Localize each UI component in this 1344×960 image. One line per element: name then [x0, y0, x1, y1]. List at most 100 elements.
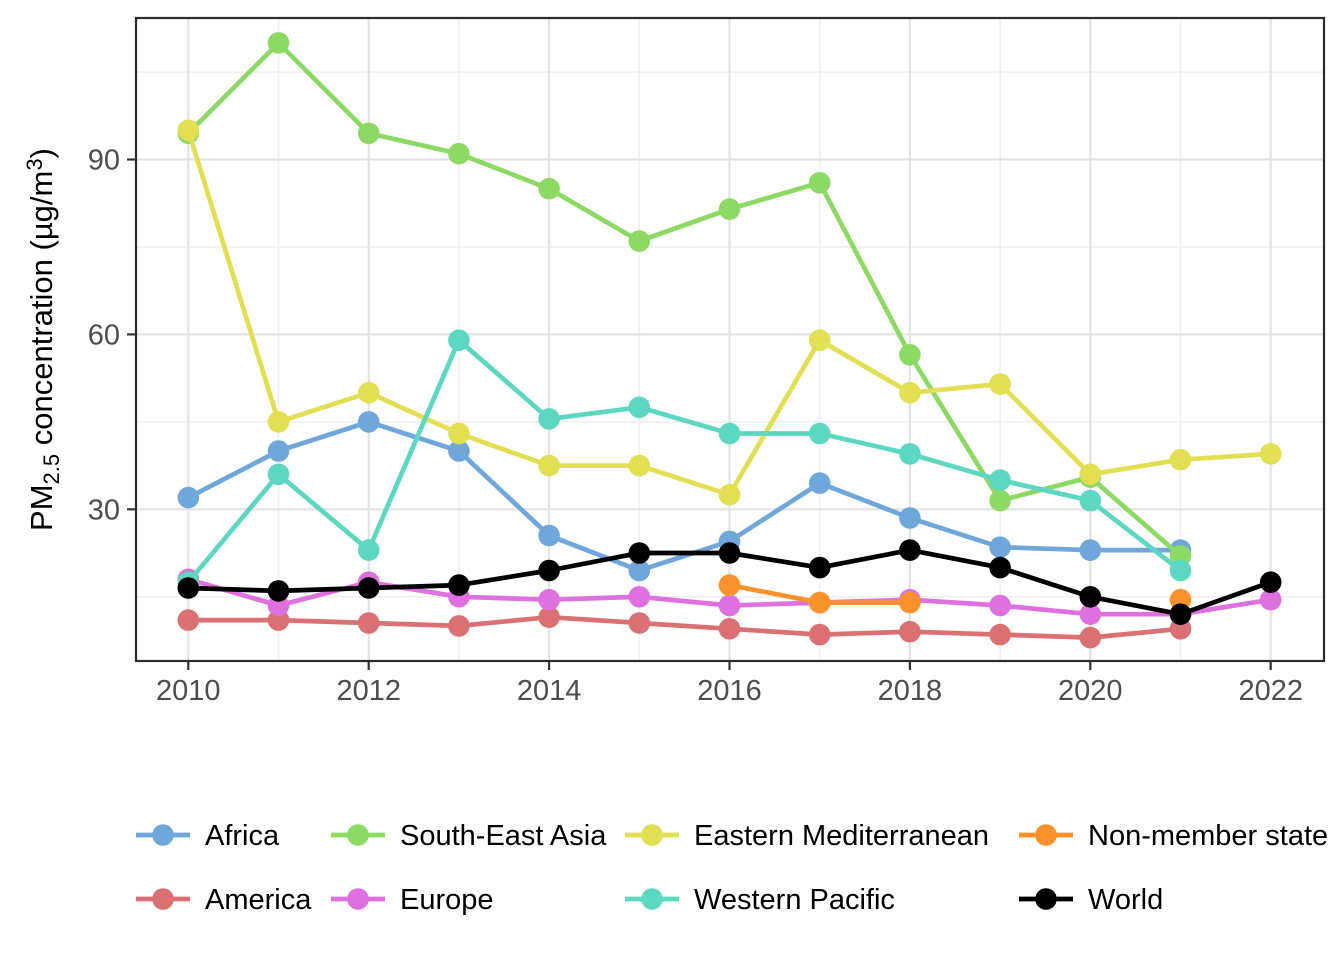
data-point-world-2018 [899, 539, 921, 561]
data-point-world-2016 [718, 542, 741, 564]
data-point-world-2020 [1079, 586, 1102, 608]
legend-label: South-East Asia [400, 820, 607, 852]
data-point-world-2012 [357, 577, 380, 599]
series-africa [177, 411, 1192, 582]
legend-item-africa: Africa [136, 820, 280, 852]
data-point-america-2019 [989, 623, 1011, 646]
data-point-eastern-mediterranean-2013 [448, 422, 470, 445]
data-point-eastern-mediterranean-2020 [1079, 463, 1102, 486]
data-point-america-2020 [1079, 626, 1102, 649]
data-point-europe-2016 [718, 594, 741, 617]
data-point-world-2017 [808, 556, 831, 579]
data-point-europe-2022 [1259, 588, 1282, 611]
data-point-western-pacific-2013 [448, 329, 470, 352]
legend-label: America [205, 884, 312, 916]
data-point-africa-2019 [989, 536, 1011, 558]
data-point-eastern-mediterranean-2010 [177, 119, 200, 142]
legend-item-europe: Europe [331, 884, 494, 916]
series-line-western-pacific [186, 337, 1182, 584]
data-point-america-2014 [538, 606, 560, 628]
data-point-western-pacific-2021 [1169, 559, 1192, 582]
data-point-south-east-asia-2015 [628, 230, 651, 252]
data-point-world-2010 [177, 577, 200, 599]
data-point-non-member-state-2017 [808, 591, 831, 614]
data-point-non-member-state-2018 [899, 591, 921, 614]
legend-key-dot [641, 824, 663, 846]
data-point-europe-2019 [989, 594, 1011, 617]
legend-key-dot [152, 824, 174, 846]
legend-key-dot [1035, 824, 1057, 846]
data-point-south-east-asia-2011 [267, 32, 290, 54]
series-line-africa [187, 419, 1181, 573]
data-point-western-pacific-2012 [357, 539, 380, 561]
legend-key-dot [1035, 888, 1057, 910]
data-point-africa-2014 [538, 524, 560, 547]
series-eastern-mediterranean [177, 119, 1282, 506]
x-tick-label: 2016 [697, 675, 762, 707]
data-point-america-2017 [808, 623, 831, 646]
data-point-america-2012 [357, 612, 380, 634]
legend-label: Non-member state [1088, 820, 1328, 852]
legend-item-world: World [1019, 884, 1163, 916]
data-point-world-2015 [628, 542, 651, 564]
data-point-south-east-asia-2014 [538, 177, 560, 200]
data-point-europe-2015 [628, 586, 651, 608]
y-tick-label: 30 [88, 494, 120, 526]
y-tick-label: 60 [88, 319, 120, 351]
data-point-eastern-mediterranean-2014 [538, 454, 560, 477]
legend-item-eastern-mediterranean: Eastern Mediterranean [625, 820, 989, 852]
data-point-eastern-mediterranean-2021 [1169, 448, 1192, 471]
series-line-america [188, 614, 1181, 640]
y-axis-title: PM2.5 concentration (µg/m3) [22, 148, 64, 531]
legend-key-dot [641, 888, 663, 910]
data-point-world-2011 [267, 580, 290, 602]
series-world [177, 539, 1282, 625]
data-point-europe-2014 [538, 588, 560, 611]
data-point-eastern-mediterranean-2017 [808, 329, 831, 352]
data-point-africa-2017 [808, 472, 831, 494]
data-point-eastern-mediterranean-2012 [357, 381, 380, 404]
x-tick-label: 2010 [156, 675, 221, 707]
data-point-africa-2020 [1079, 539, 1102, 561]
legend-label: Europe [400, 884, 494, 916]
data-point-africa-2013 [448, 440, 470, 462]
legend: Africa South-East Asia Eastern Mediterrane… [136, 820, 1328, 916]
legend-label: Africa [205, 820, 280, 852]
data-point-africa-2018 [899, 507, 921, 529]
data-point-south-east-asia-2019 [989, 489, 1011, 512]
legend-label: World [1088, 884, 1163, 916]
data-point-africa-2010 [177, 486, 200, 509]
series-line-south-east-asia [186, 40, 1183, 558]
x-tick-label: 2014 [517, 675, 582, 707]
data-point-western-pacific-2011 [267, 463, 290, 486]
data-point-western-pacific-2016 [718, 422, 741, 445]
legend-item-america: America [136, 884, 312, 916]
data-point-africa-2015 [628, 559, 651, 582]
data-point-western-pacific-2015 [628, 396, 651, 419]
data-point-africa-2011 [267, 440, 290, 462]
legend-key-dot [347, 824, 369, 846]
legend-label: Western Pacific [694, 884, 895, 916]
data-point-western-pacific-2019 [989, 469, 1011, 491]
legend-key-dot [347, 888, 369, 910]
data-point-africa-2012 [357, 411, 380, 433]
data-point-america-2013 [448, 615, 470, 637]
data-point-world-2013 [448, 574, 470, 596]
data-point-world-2021 [1169, 603, 1192, 625]
data-point-eastern-mediterranean-2011 [267, 411, 290, 433]
data-point-world-2022 [1259, 571, 1282, 593]
data-point-western-pacific-2020 [1079, 489, 1102, 512]
data-point-america-2018 [899, 620, 921, 643]
data-point-western-pacific-2018 [899, 443, 921, 465]
x-tick-label: 2018 [878, 675, 943, 707]
data-point-western-pacific-2014 [538, 408, 560, 430]
data-point-america-2016 [718, 618, 741, 640]
data-point-eastern-mediterranean-2018 [899, 381, 921, 404]
data-point-world-2019 [989, 556, 1011, 579]
data-point-south-east-asia-2018 [899, 344, 921, 366]
legend-label: Eastern Mediterranean [694, 820, 989, 852]
x-tick-label: 2020 [1058, 675, 1123, 707]
legend-key-dot [152, 888, 174, 910]
data-point-america-2010 [177, 609, 200, 631]
